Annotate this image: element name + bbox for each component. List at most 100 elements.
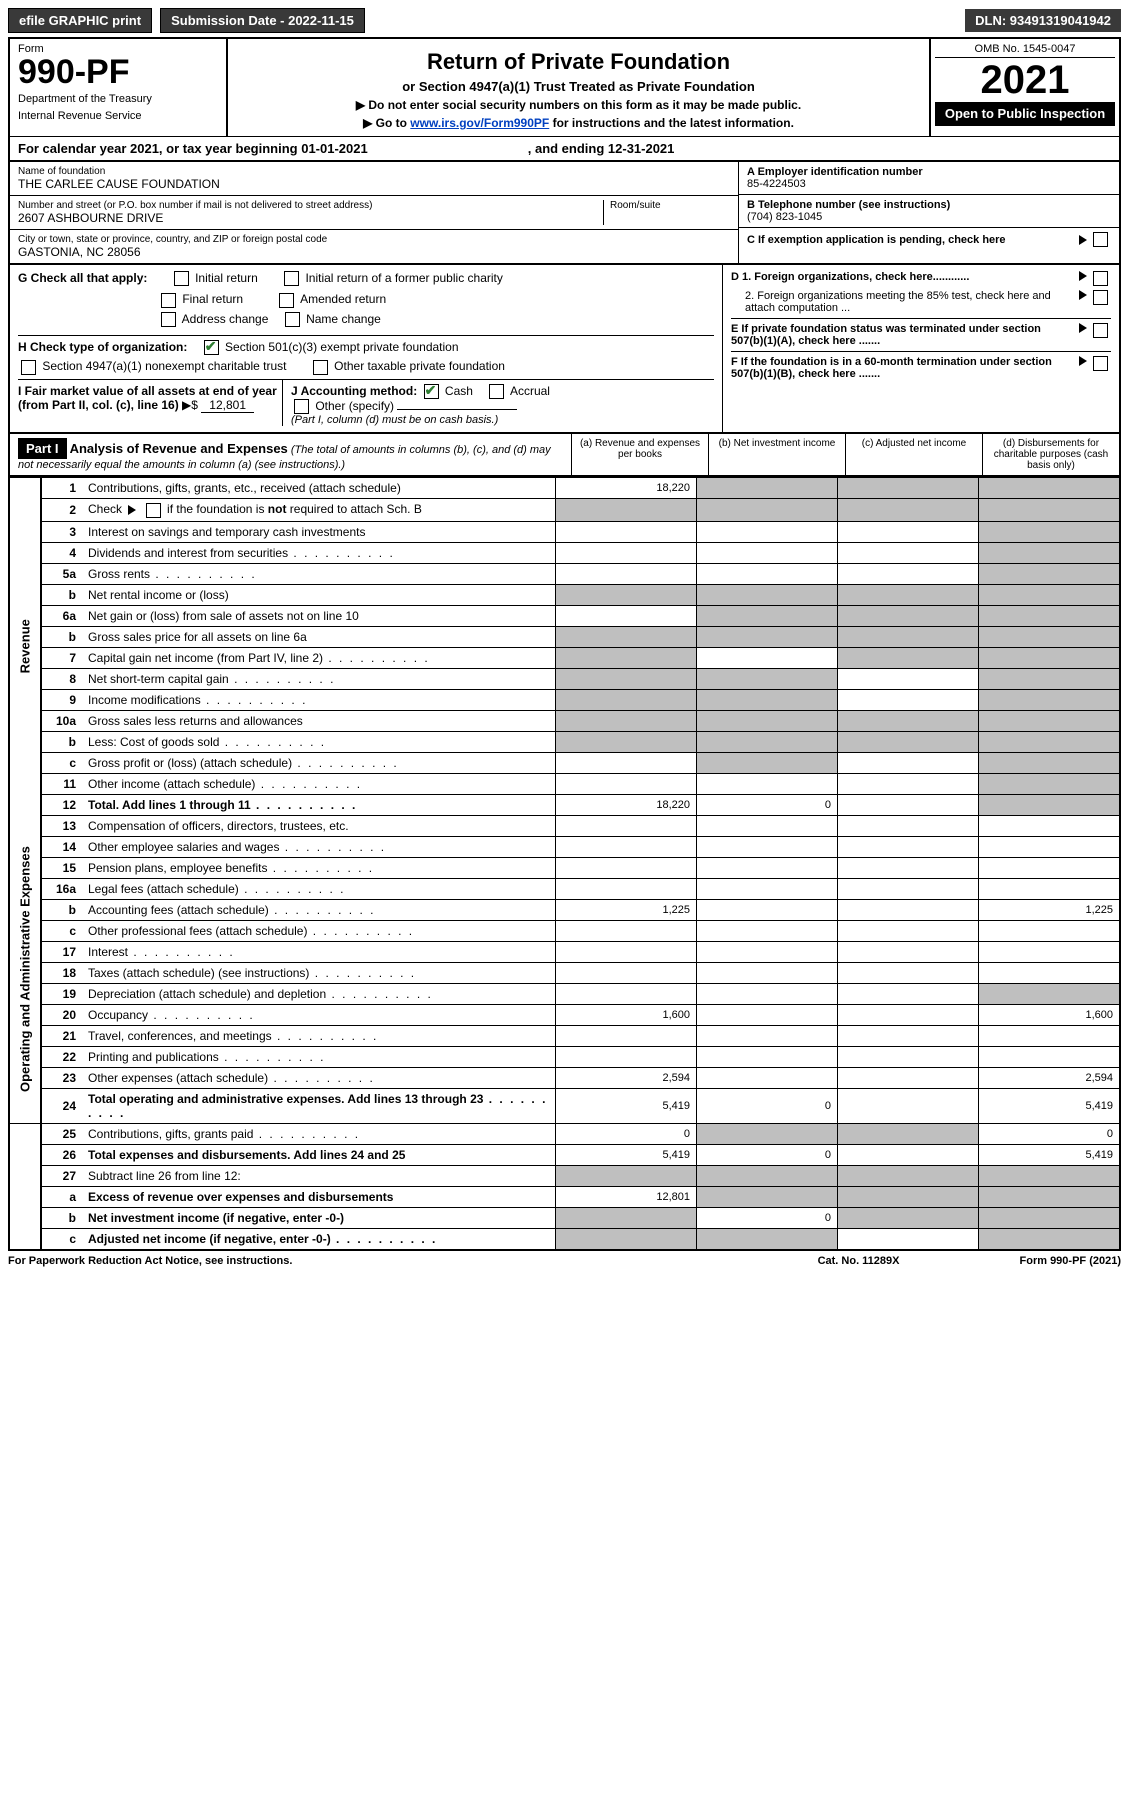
- cal-year-begin: For calendar year 2021, or tax year begi…: [18, 141, 368, 156]
- table-row: 16aLegal fees (attach schedule): [9, 878, 1120, 899]
- form-header: Form 990-PF Department of the Treasury I…: [8, 37, 1121, 136]
- table-row: 24Total operating and administrative exp…: [9, 1088, 1120, 1123]
- instructions-link[interactable]: www.irs.gov/Form990PF: [410, 116, 549, 130]
- check-section: G Check all that apply: Initial return I…: [8, 265, 1121, 434]
- table-row: bNet rental income or (loss): [9, 584, 1120, 605]
- part1-table: Revenue 1Contributions, gifts, grants, e…: [8, 477, 1121, 1250]
- table-row: bGross sales price for all assets on lin…: [9, 626, 1120, 647]
- dept-treasury: Department of the Treasury: [18, 93, 218, 106]
- form-number: 990-PF: [18, 55, 218, 89]
- expenses-side-label: Operating and Administrative Expenses: [9, 815, 41, 1123]
- table-row: bLess: Cost of goods sold: [9, 731, 1120, 752]
- table-row: aExcess of revenue over expenses and dis…: [9, 1186, 1120, 1207]
- street-address: 2607 ASHBOURNE DRIVE: [18, 211, 603, 225]
- table-row: Operating and Administrative Expenses 13…: [9, 815, 1120, 836]
- cash-checkbox[interactable]: [424, 384, 439, 399]
- initial-former-checkbox[interactable]: [284, 271, 299, 286]
- exemption-pending: C If exemption application is pending, c…: [739, 228, 1119, 251]
- exemption-checkbox[interactable]: [1093, 232, 1108, 247]
- table-row: 27Subtract line 26 from line 12:: [9, 1165, 1120, 1186]
- row-h: H Check type of organization: Section 50…: [18, 335, 714, 355]
- table-row: 14Other employee salaries and wages: [9, 836, 1120, 857]
- name-change-checkbox[interactable]: [285, 312, 300, 327]
- omb-number: OMB No. 1545-0047: [935, 43, 1115, 58]
- efile-button[interactable]: efile GRAPHIC print: [8, 8, 152, 33]
- submission-date: Submission Date - 2022-11-15: [160, 8, 365, 33]
- ein-cell: A Employer identification number 85-4224…: [739, 162, 1119, 195]
- foreign-org-checkbox[interactable]: [1093, 271, 1108, 286]
- table-row: cAdjusted net income (if negative, enter…: [9, 1228, 1120, 1250]
- arrow-icon: [1079, 356, 1087, 366]
- table-row: 8Net short-term capital gain: [9, 668, 1120, 689]
- row-j: J Accounting method: Cash Accrual Other …: [283, 380, 714, 427]
- table-row: 21Travel, conferences, and meetings: [9, 1025, 1120, 1046]
- arrow-icon: [1079, 235, 1087, 245]
- 501c3-checkbox[interactable]: [204, 340, 219, 355]
- city-cell: City or town, state or province, country…: [10, 230, 738, 263]
- final-return-checkbox[interactable]: [161, 293, 176, 308]
- header-right: OMB No. 1545-0047 2021 Open to Public In…: [929, 39, 1119, 136]
- foundation-name: THE CARLEE CAUSE FOUNDATION: [18, 177, 730, 191]
- address-change-checkbox[interactable]: [161, 312, 176, 327]
- table-row: 7Capital gain net income (from Part IV, …: [9, 647, 1120, 668]
- table-row: 25Contributions, gifts, grants paid00: [9, 1123, 1120, 1144]
- phone-cell: B Telephone number (see instructions) (7…: [739, 195, 1119, 228]
- col-d-head: (d) Disbursements for charitable purpose…: [982, 434, 1119, 475]
- revenue-side-label: Revenue: [9, 478, 41, 815]
- amended-return-checkbox[interactable]: [279, 293, 294, 308]
- room-label: Room/suite: [610, 200, 730, 211]
- table-row: 11Other income (attach schedule): [9, 773, 1120, 794]
- 4947-checkbox[interactable]: [21, 360, 36, 375]
- table-row: 23Other expenses (attach schedule)2,5942…: [9, 1067, 1120, 1088]
- accrual-checkbox[interactable]: [489, 384, 504, 399]
- table-row: 5aGross rents: [9, 563, 1120, 584]
- header-left: Form 990-PF Department of the Treasury I…: [10, 39, 228, 136]
- other-method-checkbox[interactable]: [294, 399, 309, 414]
- other-taxable-checkbox[interactable]: [313, 360, 328, 375]
- table-row: 17Interest: [9, 941, 1120, 962]
- page-footer: For Paperwork Reduction Act Notice, see …: [8, 1251, 1121, 1271]
- table-row: 9Income modifications: [9, 689, 1120, 710]
- schb-checkbox[interactable]: [146, 503, 161, 518]
- 85pct-checkbox[interactable]: [1093, 290, 1108, 305]
- table-row: 19Depreciation (attach schedule) and dep…: [9, 983, 1120, 1004]
- form-subtitle: or Section 4947(a)(1) Trust Treated as P…: [240, 79, 917, 94]
- table-row: 3Interest on savings and temporary cash …: [9, 521, 1120, 542]
- row-d2: 2. Foreign organizations meeting the 85%…: [731, 290, 1111, 319]
- row-g: G Check all that apply: Initial return I…: [18, 271, 714, 286]
- part1-badge: Part I: [18, 438, 67, 459]
- table-row: 22Printing and publications: [9, 1046, 1120, 1067]
- table-row: 6aNet gain or (loss) from sale of assets…: [9, 605, 1120, 626]
- table-row: 15Pension plans, employee benefits: [9, 857, 1120, 878]
- ssn-note: ▶ Do not enter social security numbers o…: [240, 98, 917, 112]
- address-cell: Number and street (or P.O. box number if…: [10, 196, 738, 230]
- goto-note: ▶ Go to www.irs.gov/Form990PF for instru…: [240, 116, 917, 130]
- table-row: 20Occupancy1,6001,600: [9, 1004, 1120, 1025]
- table-row: 18Taxes (attach schedule) (see instructi…: [9, 962, 1120, 983]
- table-row: bNet investment income (if negative, ent…: [9, 1207, 1120, 1228]
- dept-irs: Internal Revenue Service: [18, 110, 218, 123]
- arrow-icon: [1079, 271, 1087, 281]
- col-c-head: (c) Adjusted net income: [845, 434, 982, 475]
- arrow-icon: [1079, 323, 1087, 333]
- calendar-year-row: For calendar year 2021, or tax year begi…: [8, 136, 1121, 162]
- table-row: 26Total expenses and disbursements. Add …: [9, 1144, 1120, 1165]
- col-a-head: (a) Revenue and expenses per books: [571, 434, 708, 475]
- fmv-value: 12,801: [201, 398, 254, 413]
- top-bar: efile GRAPHIC print Submission Date - 20…: [8, 8, 1121, 33]
- table-row: cGross profit or (loss) (attach schedule…: [9, 752, 1120, 773]
- entity-block: Name of foundation THE CARLEE CAUSE FOUN…: [8, 162, 1121, 265]
- cat-no: Cat. No. 11289X: [818, 1255, 900, 1267]
- phone-value: (704) 823-1045: [747, 211, 1111, 223]
- paperwork-notice: For Paperwork Reduction Act Notice, see …: [8, 1255, 292, 1267]
- row-f: F If the foundation is in a 60-month ter…: [731, 356, 1111, 380]
- name-cell: Name of foundation THE CARLEE CAUSE FOUN…: [10, 162, 738, 196]
- 60month-checkbox[interactable]: [1093, 356, 1108, 371]
- row-i: I Fair market value of all assets at end…: [18, 380, 283, 427]
- row-d1: D 1. Foreign organizations, check here..…: [731, 271, 1111, 286]
- row-e: E If private foundation status was termi…: [731, 323, 1111, 352]
- table-row: bAccounting fees (attach schedule)1,2251…: [9, 899, 1120, 920]
- terminated-checkbox[interactable]: [1093, 323, 1108, 338]
- initial-return-checkbox[interactable]: [174, 271, 189, 286]
- city-state-zip: GASTONIA, NC 28056: [18, 245, 730, 259]
